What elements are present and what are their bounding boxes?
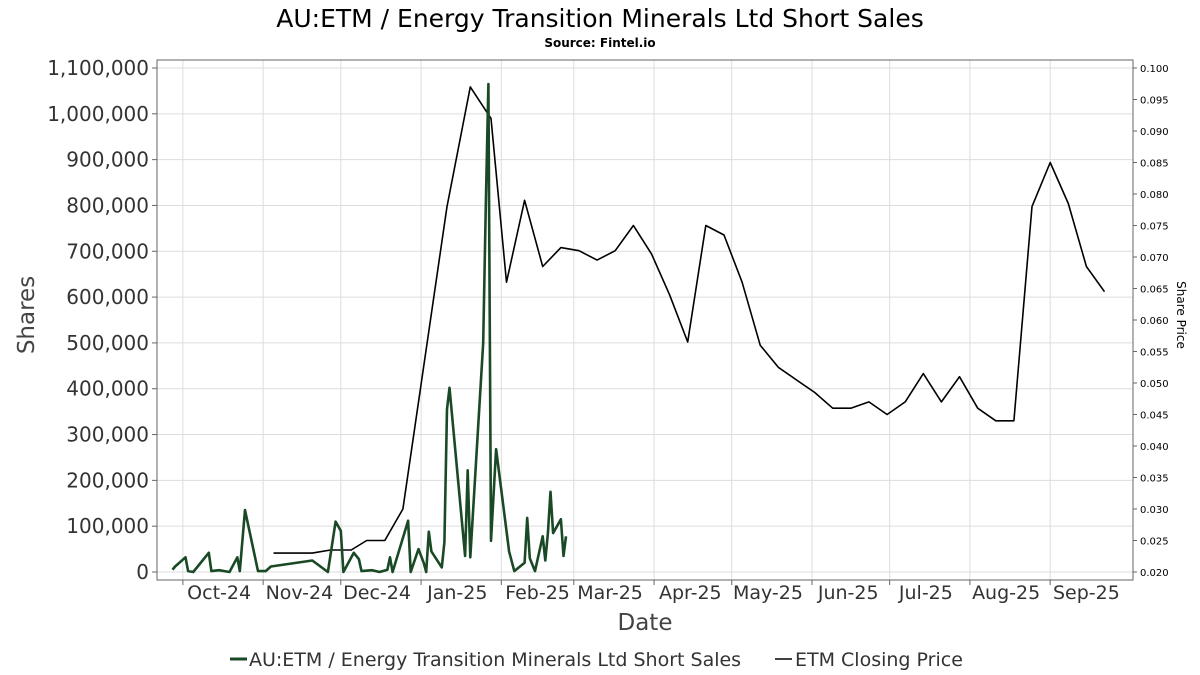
- y2-tick-label: 0.020: [1140, 568, 1169, 579]
- x-axis-label: Date: [618, 610, 673, 636]
- chart-title: AU:ETM / Energy Transition Minerals Ltd …: [276, 4, 923, 33]
- x-tick-label: Jun-25: [817, 582, 879, 604]
- x-tick-label: Sep-25: [1053, 582, 1120, 604]
- y-tick-label: 1,100,000: [47, 56, 149, 80]
- chart-subtitle: Source: Fintel.io: [544, 36, 655, 50]
- y2-tick-label: 0.040: [1140, 442, 1169, 453]
- y2-tick-label: 0.035: [1140, 474, 1169, 485]
- y2-tick-label: 0.075: [1140, 222, 1169, 233]
- y2-tick-label: 0.100: [1140, 64, 1169, 75]
- y2-tick-label: 0.095: [1140, 96, 1169, 107]
- y2-tick-label: 0.025: [1140, 537, 1169, 548]
- x-tick-label: Nov-24: [266, 582, 334, 604]
- short-sales-line: [171, 82, 568, 574]
- y2-tick-label: 0.090: [1140, 127, 1169, 138]
- y2-axis-ticks: 0.020 0.025 0.030 0.035 0.040 0.045 0.050 0.055…: [1133, 64, 1169, 579]
- y2-tick-label: 0.080: [1140, 190, 1169, 201]
- x-tick-label: Jul-25: [898, 582, 953, 604]
- y-tick-label: 100,000: [66, 514, 149, 538]
- x-axis-ticks: Oct-24 Nov-24 Dec-24 Jan-25 Feb-25 Mar-25 Apr-…: [182, 580, 1120, 604]
- legend-label-short-sales: AU:ETM / Energy Transition Minerals Ltd …: [249, 649, 741, 671]
- legend: AU:ETM / Energy Transition Minerals Ltd …: [230, 649, 963, 671]
- x-tick-label: Feb-25: [505, 582, 570, 604]
- y2-tick-label: 0.055: [1140, 348, 1169, 359]
- closing-price-line: [273, 86, 1106, 554]
- x-tick-label: Apr-25: [659, 582, 722, 604]
- y-axis-ticks: 0 100,000 200,000 300,000 400,000 500,000 600,…: [47, 56, 157, 584]
- y-tick-label: 0: [136, 560, 149, 584]
- grid-lines: [157, 60, 1133, 580]
- y2-tick-label: 0.060: [1140, 316, 1169, 327]
- y-tick-label: 500,000: [66, 331, 149, 355]
- x-tick-label: Aug-25: [972, 582, 1040, 604]
- x-tick-label: Oct-24: [187, 582, 251, 604]
- y2-tick-label: 0.070: [1140, 253, 1169, 264]
- y2-axis-label: Share Price: [1174, 281, 1188, 349]
- x-tick-label: Jan-25: [426, 582, 487, 604]
- plot-frame: [156, 59, 1134, 581]
- y-tick-label: 1,000,000: [47, 102, 149, 126]
- y-axis-label: Shares: [14, 276, 40, 354]
- y2-tick-label: 0.030: [1140, 505, 1169, 516]
- y-tick-label: 200,000: [66, 468, 149, 492]
- y-tick-label: 900,000: [66, 148, 149, 172]
- y-tick-label: 300,000: [66, 423, 149, 447]
- x-tick-label: Dec-24: [343, 582, 411, 604]
- y-tick-label: 400,000: [66, 377, 149, 401]
- y2-tick-label: 0.065: [1140, 285, 1169, 296]
- legend-label-closing-price: ETM Closing Price: [795, 649, 963, 671]
- x-tick-label: May-25: [733, 582, 803, 604]
- y2-tick-label: 0.050: [1140, 379, 1169, 390]
- y-tick-label: 600,000: [66, 285, 149, 309]
- series-lines: [171, 82, 1106, 574]
- y2-tick-label: 0.085: [1140, 159, 1169, 170]
- y2-tick-label: 0.045: [1140, 411, 1169, 422]
- y-tick-label: 800,000: [66, 193, 149, 217]
- x-tick-label: Mar-25: [577, 582, 643, 604]
- y-tick-label: 700,000: [66, 239, 149, 263]
